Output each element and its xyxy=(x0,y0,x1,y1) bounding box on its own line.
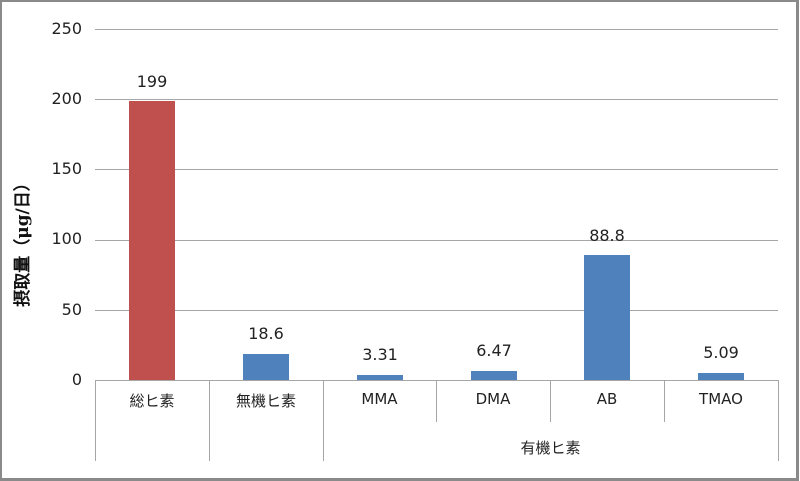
category-label-mma: MMA xyxy=(361,390,398,408)
data-label-ab: 88.8 xyxy=(589,226,625,245)
gridline-100 xyxy=(95,240,778,241)
gridline-250 xyxy=(95,29,778,30)
category-separator xyxy=(550,380,551,422)
y-axis-title-text: 摂取量（μg/日） xyxy=(12,173,33,307)
gridline-50 xyxy=(95,310,778,311)
category-separator xyxy=(209,380,210,461)
y-axis-title: 摂取量（μg/日） xyxy=(5,140,35,340)
category-label-dma: DMA xyxy=(475,390,511,408)
bar-ab xyxy=(584,255,630,380)
plot-area: 199 18.6 3.31 6.47 88.8 5.09 xyxy=(95,29,778,381)
gridline-200 xyxy=(95,99,778,100)
category-label-inorganic-arsenic: 無機ヒ素 xyxy=(235,392,296,410)
category-separator xyxy=(778,380,779,461)
category-label-ab: AB xyxy=(596,390,618,408)
bar-tmao xyxy=(698,373,744,380)
category-label-total-arsenic: 総ヒ素 xyxy=(129,392,175,410)
category-group-label-organic-arsenic: 有機ヒ素 xyxy=(520,439,581,457)
y-tick-50: 50 xyxy=(61,300,82,319)
data-label-total-arsenic: 199 xyxy=(136,72,168,91)
data-label-mma: 3.31 xyxy=(362,345,398,364)
category-separator xyxy=(323,380,324,461)
data-label-inorganic-arsenic: 18.6 xyxy=(248,324,284,343)
bar-dma xyxy=(471,371,517,380)
gridline-150 xyxy=(95,169,778,170)
y-tick-250: 250 xyxy=(51,19,82,38)
category-separator xyxy=(436,380,437,422)
category-separator xyxy=(664,380,665,422)
y-tick-100: 100 xyxy=(51,229,82,248)
category-label-tmao: TMAO xyxy=(699,390,743,408)
y-tick-150: 150 xyxy=(51,159,82,178)
data-label-dma: 6.47 xyxy=(476,341,512,360)
bar-mma xyxy=(357,375,403,380)
category-separator xyxy=(95,380,96,461)
data-label-tmao: 5.09 xyxy=(703,343,739,362)
bar-total-arsenic xyxy=(129,101,175,380)
y-tick-200: 200 xyxy=(51,89,82,108)
y-tick-0: 0 xyxy=(71,370,82,389)
bar-inorganic-arsenic xyxy=(243,354,289,380)
